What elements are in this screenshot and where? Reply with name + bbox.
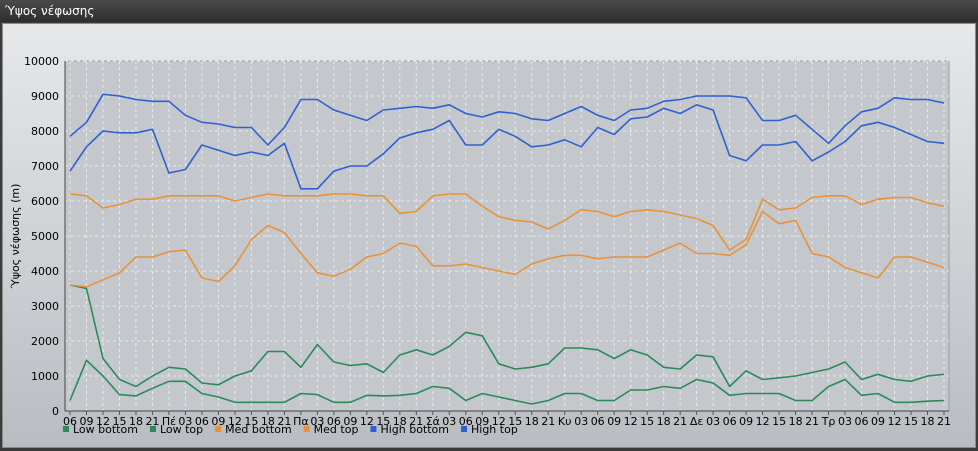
x-tick-label: 21: [805, 415, 819, 428]
legend-label-1: Low bottom: [73, 423, 138, 436]
y-tick-label: 8000: [31, 125, 59, 138]
y-tick-label: 7000: [31, 160, 59, 173]
line-chart: 0 1000 2000 3000 4000 5000 6000 7000 8000 9000 100…: [9, 55, 951, 436]
x-tick-label: 06: [327, 415, 341, 428]
y-tick-label: 3000: [31, 300, 59, 313]
legend-label-5: High bottom: [380, 423, 449, 436]
x-tick-label: 12: [756, 415, 770, 428]
x-tick-label: 12: [888, 415, 902, 428]
legend-swatch-4: [303, 426, 310, 432]
window-title: Ύψος νέφωσης: [0, 0, 978, 22]
x-tick-label: 03: [574, 415, 588, 428]
y-tick-label: 5000: [31, 230, 59, 243]
x-tick-label: 18: [657, 415, 671, 428]
y-tick-label: 10000: [24, 55, 59, 68]
x-tick-label: 12: [228, 415, 242, 428]
y-tick-label: 0: [52, 405, 59, 418]
y-tick-label: 9000: [31, 90, 59, 103]
x-tick-label: 06: [459, 415, 473, 428]
x-tick-label: 18: [525, 415, 539, 428]
x-tick-label: Τρ: [821, 415, 836, 428]
x-tick-label: 15: [904, 415, 918, 428]
x-tick-label: 21: [277, 415, 291, 428]
x-tick-label: 15: [376, 415, 390, 428]
plot-area: [64, 60, 950, 412]
x-tick-label: 03: [706, 415, 720, 428]
series-line-6: [69, 93, 945, 146]
x-tick-label: 15: [112, 415, 126, 428]
x-tick-label: 21: [145, 415, 159, 428]
x-tick-label: 15: [772, 415, 786, 428]
x-tick-label: 03: [442, 415, 456, 428]
legend-label-2: Low top: [160, 423, 203, 436]
x-tick-label: 06: [855, 415, 869, 428]
y-tick-label: 1000: [31, 370, 59, 383]
x-tick-label: Δε: [690, 415, 704, 428]
x-tick-label: 21: [937, 415, 951, 428]
y-tick-label: 2000: [31, 335, 59, 348]
x-tick-label: 15: [508, 415, 522, 428]
x-tick-label: 09: [211, 415, 225, 428]
series-line-3: [69, 210, 945, 288]
legend-swatch-2: [149, 426, 156, 432]
series-line-1: [69, 359, 945, 405]
y-axis-label: Ύψος νέφωσης (m): [9, 184, 22, 290]
x-tick-label: 21: [673, 415, 687, 428]
chart-panel: 0 1000 2000 3000 4000 5000 6000 7000 8000 9000 100…: [2, 23, 976, 448]
y-tick-label: 6000: [31, 195, 59, 208]
legend-swatch-3: [215, 426, 222, 432]
x-tick-label: 06: [591, 415, 605, 428]
series-line-5: [69, 104, 945, 190]
x-tick-label: 15: [244, 415, 258, 428]
x-tick-label: 12: [360, 415, 374, 428]
x-tick-label: 18: [129, 415, 143, 428]
x-tick-label: 21: [409, 415, 423, 428]
x-tick-label: 21: [541, 415, 555, 428]
x-tick-label: 09: [79, 415, 93, 428]
x-tick-label: 09: [871, 415, 885, 428]
x-tick-label: 12: [624, 415, 638, 428]
legend-label-6: High top: [471, 423, 518, 436]
series-line-4: [69, 193, 945, 251]
legend-swatch-1: [63, 426, 69, 432]
x-tick-label: 03: [310, 415, 324, 428]
x-tick-label: 06: [723, 415, 737, 428]
x-tick-label: 03: [178, 415, 192, 428]
x-tick-label: Σά: [426, 415, 440, 428]
x-tick-label: 09: [475, 415, 489, 428]
x-tick-label: 15: [640, 415, 654, 428]
x-tick-label: 18: [261, 415, 275, 428]
y-tick-label: 4000: [31, 265, 59, 278]
legend-swatch-5: [370, 426, 377, 432]
x-tick-label: 18: [921, 415, 935, 428]
legend-swatch-6: [461, 426, 467, 432]
x-tick-label: 06: [195, 415, 209, 428]
x-tick-label: 18: [789, 415, 803, 428]
legend-label-4: Med top: [314, 423, 359, 436]
x-tick-label: 09: [343, 415, 357, 428]
x-tick-label: 09: [607, 415, 621, 428]
legend-label-3: Med bottom: [225, 423, 292, 436]
x-tick-label: Κυ: [558, 415, 572, 428]
series-line-2: [69, 284, 945, 388]
x-tick-label: 06: [63, 415, 77, 428]
x-tick-label: 12: [492, 415, 506, 428]
x-tick-label: 18: [393, 415, 407, 428]
x-tick-label: 09: [739, 415, 753, 428]
x-tick-label: 03: [838, 415, 852, 428]
x-tick-label: 12: [96, 415, 110, 428]
x-tick-label: Πα: [293, 415, 309, 428]
x-tick-label: Πέ: [162, 415, 176, 428]
